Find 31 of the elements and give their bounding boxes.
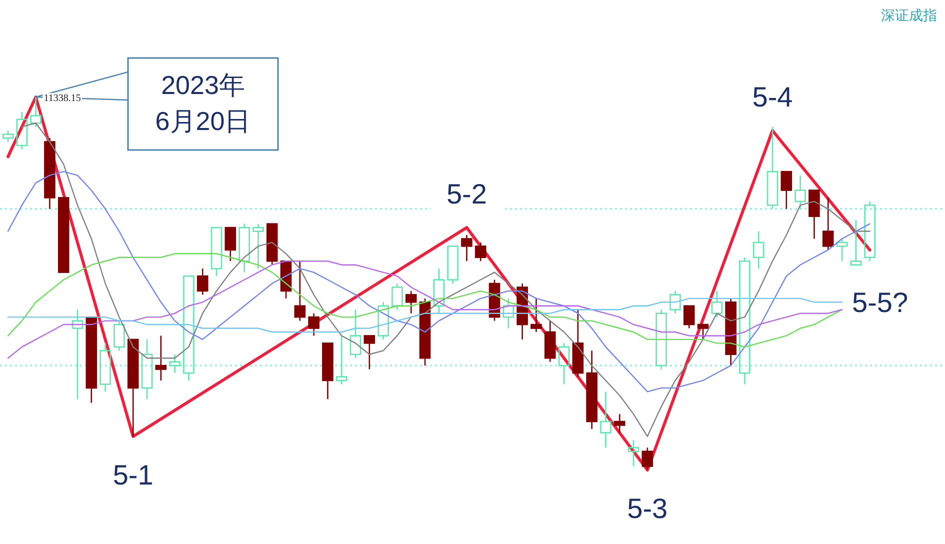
candlestick bbox=[530, 298, 542, 333]
candlestick bbox=[739, 256, 750, 385]
candlestick bbox=[461, 234, 472, 262]
candlestick bbox=[155, 335, 167, 382]
text: 深证成指 bbox=[881, 7, 937, 23]
candlestick bbox=[670, 290, 681, 314]
candlestick bbox=[100, 342, 111, 392]
candlestick bbox=[336, 335, 348, 385]
candlestick bbox=[72, 308, 84, 400]
candlestick bbox=[474, 242, 486, 262]
annotation: 2023年 6月20日 bbox=[155, 70, 251, 136]
candlestick bbox=[238, 223, 250, 273]
candlestick bbox=[656, 308, 667, 370]
annotation: 5-5? bbox=[852, 287, 908, 318]
candlestick bbox=[141, 338, 153, 400]
annotation: 5-2 bbox=[446, 178, 487, 210]
candlestick bbox=[752, 230, 764, 270]
annotation: 5-1 bbox=[112, 459, 154, 490]
annotation: 5-4 bbox=[752, 82, 793, 113]
candlestick bbox=[544, 320, 556, 362]
candlestick bbox=[600, 391, 612, 448]
candlestick bbox=[864, 200, 876, 262]
candlestick bbox=[614, 413, 626, 434]
candlestick bbox=[252, 223, 264, 270]
text: 5-3 bbox=[627, 493, 668, 524]
text: 11338.15 bbox=[44, 93, 81, 104]
candlestick bbox=[196, 268, 208, 296]
candlestick bbox=[392, 282, 403, 310]
candlestick bbox=[405, 290, 417, 314]
candlestick bbox=[586, 350, 598, 430]
candlestick bbox=[378, 302, 389, 340]
